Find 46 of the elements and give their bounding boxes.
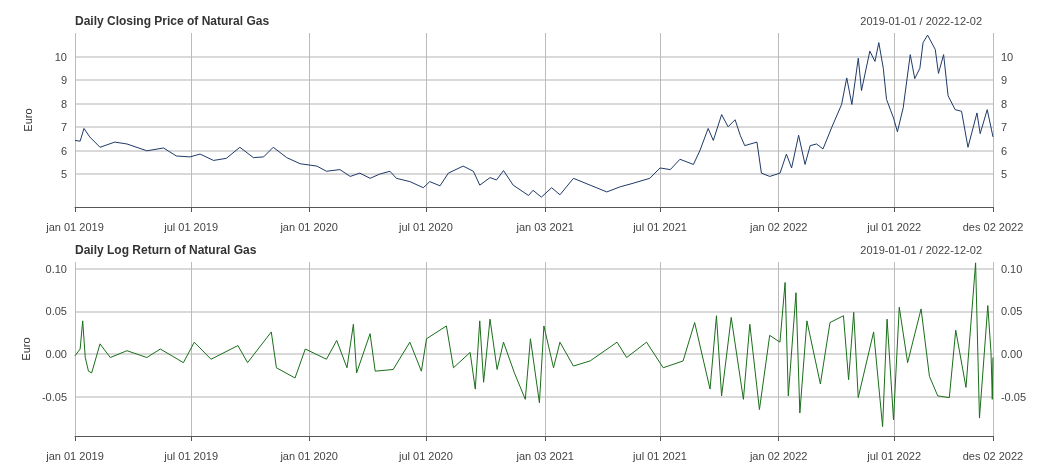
chart-subtitle: 2019-01-01 / 2022-12-02 (860, 243, 983, 256)
chart-subtitle: 2019-01-01 / 2022-12-02 (860, 14, 983, 27)
x-tick-label: jan 03 2021 (515, 220, 574, 233)
y2-tick-label: 0.05 (1000, 305, 1023, 318)
y2-tick-label: 10 (1001, 50, 1014, 63)
y2-tick-label: 0.10 (1000, 262, 1023, 275)
x-tick-label: jul 01 2020 (397, 220, 453, 233)
y-tick-label: 8 (60, 97, 67, 110)
y-tick-label: 10 (54, 50, 67, 63)
y-axis-title: Euro (19, 337, 32, 361)
x-tick-label: jul 01 2019 (163, 220, 219, 233)
y-tick-label: 7 (60, 121, 67, 134)
y-axis-title: Euro (21, 108, 34, 132)
x-tick-label: jan 01 2020 (279, 449, 338, 462)
x-tick-label: jul 01 2021 (632, 220, 687, 233)
y2-tick-label: 7 (1001, 121, 1008, 134)
y-tick-label: 0.10 (45, 262, 67, 275)
x-tick-label: jul 01 2021 (632, 449, 687, 462)
y-tick-label: 5 (60, 168, 67, 181)
y2-tick-label: 0.00 (1000, 348, 1023, 361)
chart-title: Daily Closing Price of Natural Gas (75, 14, 270, 28)
x-tick-label: des 02 2022 (962, 449, 1024, 462)
y2-tick-label: 6 (1001, 144, 1008, 157)
x-tick-label: jan 01 2019 (45, 449, 104, 462)
y2-tick-label: 9 (1001, 74, 1008, 87)
x-tick-label: jan 01 2019 (45, 220, 104, 233)
y-tick-label: 0.05 (45, 305, 67, 318)
y2-tick-label: -0.05 (1000, 390, 1027, 403)
y-tick-label: 6 (60, 144, 67, 157)
y-tick-label: 9 (60, 74, 67, 87)
y2-tick-label: 8 (1001, 97, 1008, 110)
x-tick-label: jan 02 2022 (748, 449, 808, 462)
x-tick-label: jul 01 2019 (163, 449, 219, 462)
x-tick-label: jan 02 2022 (748, 220, 808, 233)
x-tick-label: jul 01 2022 (866, 220, 922, 233)
line-series (74, 34, 994, 198)
y-tick-label: 0.00 (45, 348, 67, 361)
chart-title: Daily Log Return of Natural Gas (75, 243, 257, 257)
x-tick-label: jul 01 2020 (397, 449, 453, 462)
x-tick-label: jan 03 2021 (515, 449, 574, 462)
line-series (74, 262, 994, 428)
x-tick-label: jan 01 2020 (279, 220, 338, 233)
x-tick-label: des 02 2022 (962, 220, 1024, 233)
y2-tick-label: 5 (1001, 168, 1008, 181)
y-tick-label: -0.05 (41, 390, 67, 403)
x-tick-label: jul 01 2022 (866, 449, 922, 462)
